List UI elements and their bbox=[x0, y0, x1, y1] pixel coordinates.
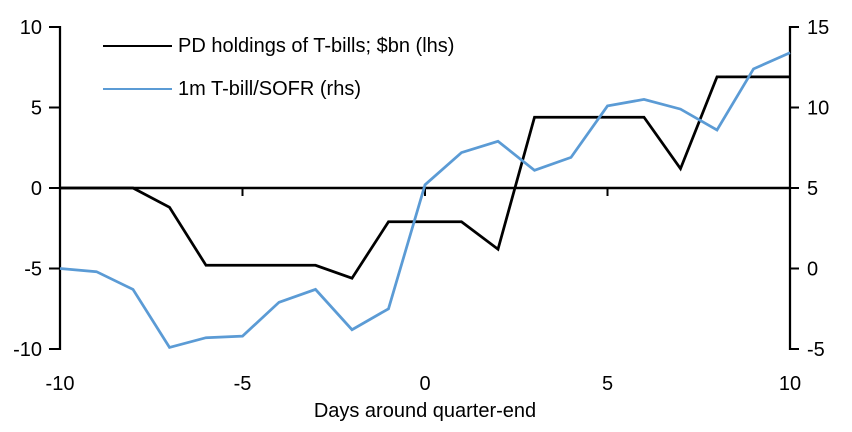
legend: PD holdings of T-bills; $bn (lhs) 1m T-b… bbox=[103, 33, 454, 102]
y-left-tick-label: 0 bbox=[31, 178, 42, 200]
legend-item-tbill-sofr: 1m T-bill/SOFR (rhs) bbox=[103, 76, 454, 102]
y-left-tick-label: -5 bbox=[24, 259, 42, 281]
legend-item-pd-holdings: PD holdings of T-bills; $bn (lhs) bbox=[103, 33, 454, 59]
y-right-tick-label: -5 bbox=[807, 339, 825, 361]
y-left-tick-label: 10 bbox=[20, 17, 42, 39]
y-right-tick-label: 10 bbox=[807, 98, 829, 120]
y-right-tick-label: 0 bbox=[807, 259, 818, 281]
x-tick-label: -5 bbox=[234, 373, 252, 395]
y-right-tick-label: 5 bbox=[807, 178, 818, 200]
legend-label-tbill-sofr: 1m T-bill/SOFR (rhs) bbox=[178, 77, 361, 100]
series-line-tbill-sofr bbox=[59, 51, 791, 349]
x-tick-label: 0 bbox=[419, 373, 430, 395]
x-tick-label: 10 bbox=[779, 373, 801, 395]
y-left-tick-label: -10 bbox=[13, 339, 42, 361]
x-axis-title: Days around quarter-end bbox=[313, 400, 537, 422]
legend-label-pd-holdings: PD holdings of T-bills; $bn (lhs) bbox=[178, 34, 455, 57]
y-right-tick-label: 15 bbox=[807, 17, 829, 39]
legend-line-swatch-pd-holdings bbox=[103, 45, 172, 47]
series-line-pd-holdings bbox=[60, 75, 790, 280]
legend-line-swatch-tbill-sofr bbox=[103, 88, 172, 90]
x-tick-label: -10 bbox=[46, 373, 75, 395]
y-left-tick-label: 5 bbox=[31, 98, 42, 120]
x-tick-label: 5 bbox=[602, 373, 613, 395]
